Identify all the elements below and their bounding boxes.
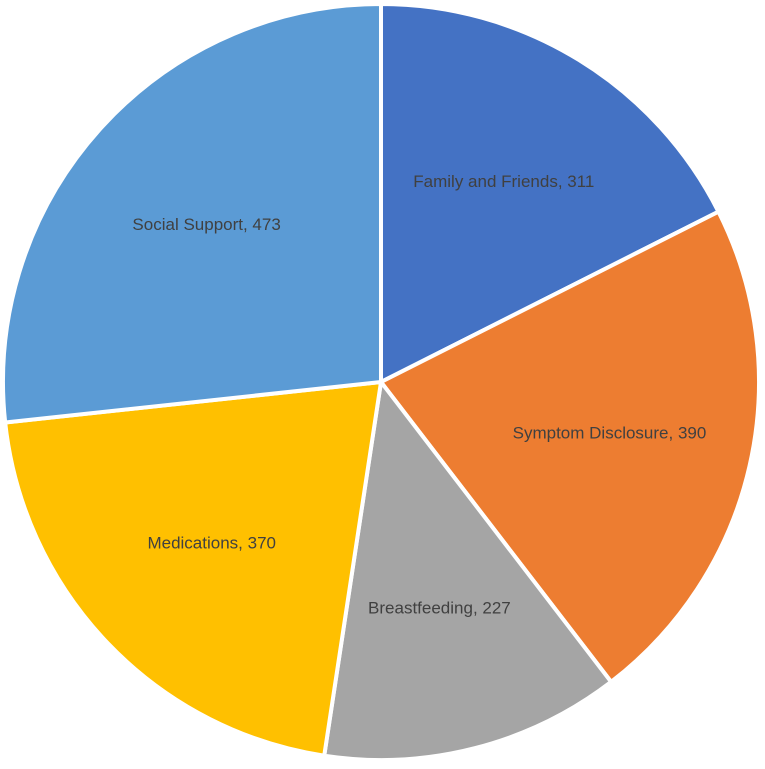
data-label-breastfeeding: Breastfeeding, 227 <box>368 598 511 617</box>
pie-slice-breastfeeding <box>322 380 614 762</box>
pie-slice-social-support <box>1 2 383 425</box>
pie-slice-medications <box>3 380 383 758</box>
data-label-social-support: Social Support, 473 <box>132 215 280 234</box>
pie-slice-family-and-friends <box>379 2 721 384</box>
data-label-family-and-friends: Family and Friends, 311 <box>413 172 594 191</box>
pie-slice-symptom-disclosure <box>379 209 761 684</box>
data-label-symptom-disclosure: Symptom Disclosure, 390 <box>513 424 707 443</box>
labels-layer: Family and Friends, 311 Symptom Disclosur… <box>132 172 706 618</box>
data-label-medications: Medications, 370 <box>147 534 276 553</box>
